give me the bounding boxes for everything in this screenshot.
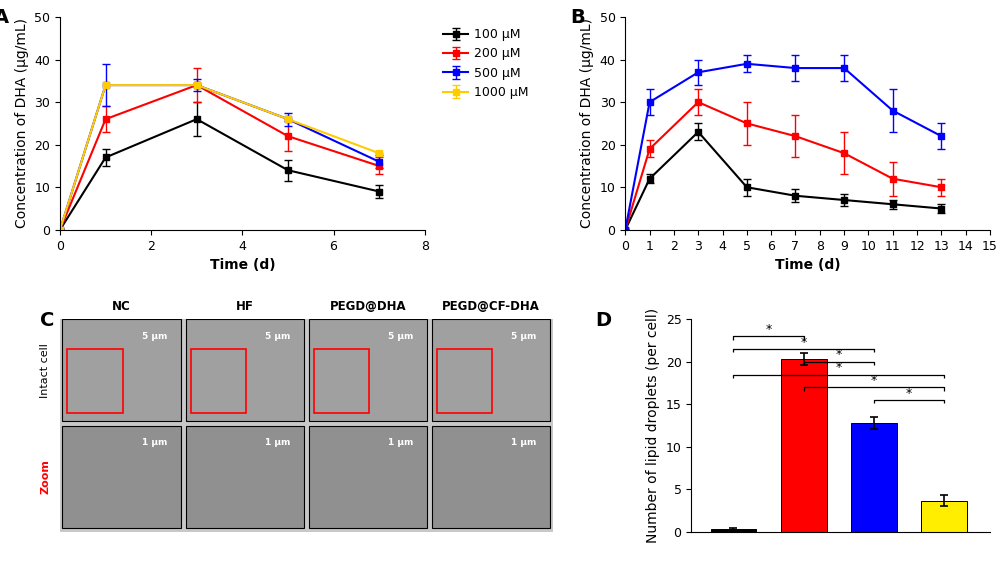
Y-axis label: Concentration of DHA (μg/mL): Concentration of DHA (μg/mL) (580, 19, 594, 229)
Text: *: * (871, 374, 877, 387)
Bar (921, 500, 967, 532)
Text: PEGD@DHA: PEGD@DHA (330, 300, 406, 313)
Text: 1 μm: 1 μm (388, 439, 414, 447)
Bar (191, 349, 246, 413)
Bar (314, 349, 369, 413)
Bar (432, 426, 550, 528)
Text: 5 μm: 5 μm (511, 332, 537, 341)
Bar (309, 319, 427, 421)
Bar (186, 319, 304, 421)
Text: *: * (766, 323, 772, 336)
Text: 1 μm: 1 μm (142, 439, 167, 447)
Bar (437, 349, 492, 413)
Text: B: B (571, 8, 585, 28)
Text: 5 μm: 5 μm (265, 332, 290, 341)
Text: HF: HF (236, 300, 254, 313)
Text: 1 μm: 1 μm (511, 439, 537, 447)
Bar (432, 319, 550, 421)
Text: *: * (836, 361, 842, 374)
Bar (67, 349, 123, 413)
Text: NC: NC (112, 300, 131, 313)
Text: *: * (836, 348, 842, 361)
Text: PEGD@CF-DHA: PEGD@CF-DHA (442, 300, 540, 313)
Text: 1 μm: 1 μm (265, 439, 290, 447)
Text: *: * (906, 387, 912, 400)
Bar (711, 529, 756, 532)
X-axis label: Time (d): Time (d) (210, 258, 275, 272)
Text: D: D (596, 311, 612, 329)
Text: Zoom: Zoom (40, 459, 50, 494)
Text: C: C (40, 311, 55, 329)
Y-axis label: Concentration of DHA (μg/mL): Concentration of DHA (μg/mL) (15, 19, 29, 229)
Text: *: * (801, 336, 807, 349)
Bar (186, 426, 304, 528)
X-axis label: Time (d): Time (d) (775, 258, 840, 272)
Bar (62, 426, 181, 528)
Bar (309, 426, 427, 528)
Bar (851, 423, 897, 532)
Text: 5 μm: 5 μm (142, 332, 167, 341)
Y-axis label: Number of lipid droplets (per cell): Number of lipid droplets (per cell) (646, 308, 660, 543)
Text: A: A (0, 8, 9, 28)
Text: 5 μm: 5 μm (388, 332, 414, 341)
Legend: 100 μM, 200 μM, 500 μM, 1000 μM: 100 μM, 200 μM, 500 μM, 1000 μM (438, 23, 534, 104)
Text: Intact cell: Intact cell (40, 343, 50, 398)
Bar (62, 319, 181, 421)
Bar (781, 359, 827, 532)
